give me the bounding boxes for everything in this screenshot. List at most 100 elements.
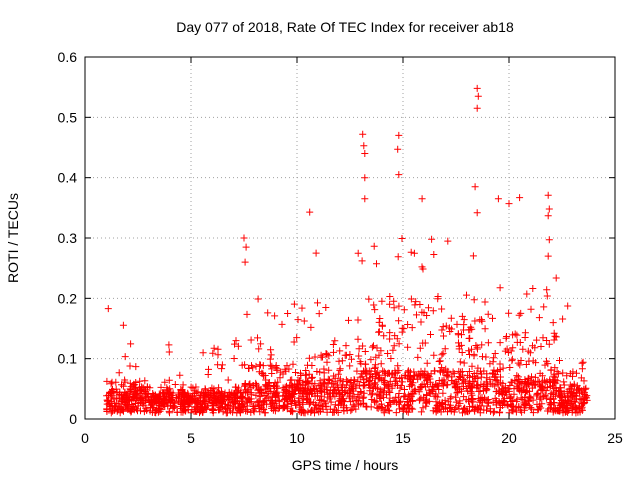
data-point — [470, 350, 478, 358]
data-point — [391, 380, 399, 388]
data-point — [257, 340, 265, 348]
data-point — [300, 317, 308, 325]
data-point — [270, 389, 278, 397]
data-point — [543, 337, 551, 344]
data-point — [469, 252, 477, 260]
data-point — [450, 370, 458, 378]
data-point — [196, 401, 204, 409]
data-point — [578, 403, 586, 411]
data-point — [523, 387, 531, 395]
data-point — [451, 393, 459, 401]
data-point — [362, 360, 370, 368]
data-point — [501, 398, 509, 405]
data-point — [521, 401, 529, 408]
data-point — [304, 394, 312, 402]
data-point — [272, 384, 280, 392]
data-point — [331, 386, 339, 394]
data-point — [471, 317, 479, 325]
data-point — [281, 365, 289, 373]
data-point — [107, 380, 115, 388]
data-point — [289, 390, 297, 398]
data-point — [187, 383, 195, 391]
data-point — [560, 381, 568, 389]
data-point — [130, 394, 138, 402]
data-point — [478, 317, 486, 325]
data-point — [533, 390, 541, 398]
data-point — [210, 344, 218, 352]
data-point — [287, 407, 295, 415]
data-point — [192, 389, 200, 397]
data-point — [447, 393, 455, 401]
data-point — [165, 407, 173, 415]
data-point — [359, 130, 367, 138]
data-point — [430, 351, 438, 359]
data-point — [458, 387, 465, 395]
data-point — [516, 194, 524, 202]
data-point — [375, 328, 383, 336]
data-point — [490, 354, 498, 362]
data-point — [250, 403, 257, 410]
data-point — [214, 388, 222, 396]
data-point — [436, 367, 444, 375]
data-point — [529, 409, 537, 417]
data-point — [534, 377, 542, 385]
data-point — [438, 380, 446, 388]
data-point — [516, 406, 524, 414]
data-point — [199, 398, 207, 405]
data-point — [376, 403, 384, 410]
data-point — [320, 388, 328, 396]
data-point — [556, 384, 564, 392]
data-point — [119, 394, 127, 402]
data-point — [336, 365, 344, 373]
data-point — [214, 345, 222, 353]
data-point — [573, 382, 581, 390]
data-point — [242, 243, 250, 251]
data-point — [456, 397, 464, 405]
data-point — [176, 371, 184, 379]
data-point — [157, 383, 165, 391]
data-point — [315, 408, 323, 416]
data-point — [533, 336, 541, 344]
data-point — [460, 359, 468, 367]
data-point — [545, 340, 553, 348]
data-point — [484, 339, 492, 347]
data-point — [533, 400, 541, 408]
data-point — [352, 384, 360, 392]
data-point — [470, 296, 478, 304]
data-point — [367, 356, 375, 364]
data-point — [516, 361, 524, 369]
data-point — [395, 171, 403, 179]
data-point — [373, 391, 381, 399]
data-point — [554, 370, 562, 378]
data-point — [336, 395, 344, 403]
data-point — [521, 329, 529, 337]
data-point — [266, 361, 274, 369]
data-point — [525, 397, 533, 405]
data-point — [308, 373, 316, 381]
data-point — [432, 408, 440, 416]
data-point — [581, 385, 589, 393]
data-point — [224, 376, 232, 384]
data-point — [341, 387, 349, 395]
data-point — [496, 339, 504, 347]
data-point — [572, 409, 580, 417]
y-tick-label: 0.3 — [58, 230, 78, 246]
data-point — [458, 349, 466, 356]
data-point — [513, 372, 521, 380]
data-point — [414, 353, 422, 361]
data-point — [456, 373, 464, 380]
data-point — [255, 389, 263, 397]
data-point — [509, 396, 517, 404]
data-point — [423, 373, 431, 381]
data-point — [543, 357, 550, 365]
data-point — [489, 409, 497, 417]
data-point — [569, 368, 577, 376]
data-point — [582, 384, 590, 392]
data-point — [317, 388, 325, 395]
data-point — [312, 249, 320, 257]
data-point — [551, 373, 559, 381]
data-point — [376, 315, 384, 322]
data-point — [496, 284, 504, 292]
data-point — [242, 407, 250, 415]
data-point — [146, 384, 154, 392]
